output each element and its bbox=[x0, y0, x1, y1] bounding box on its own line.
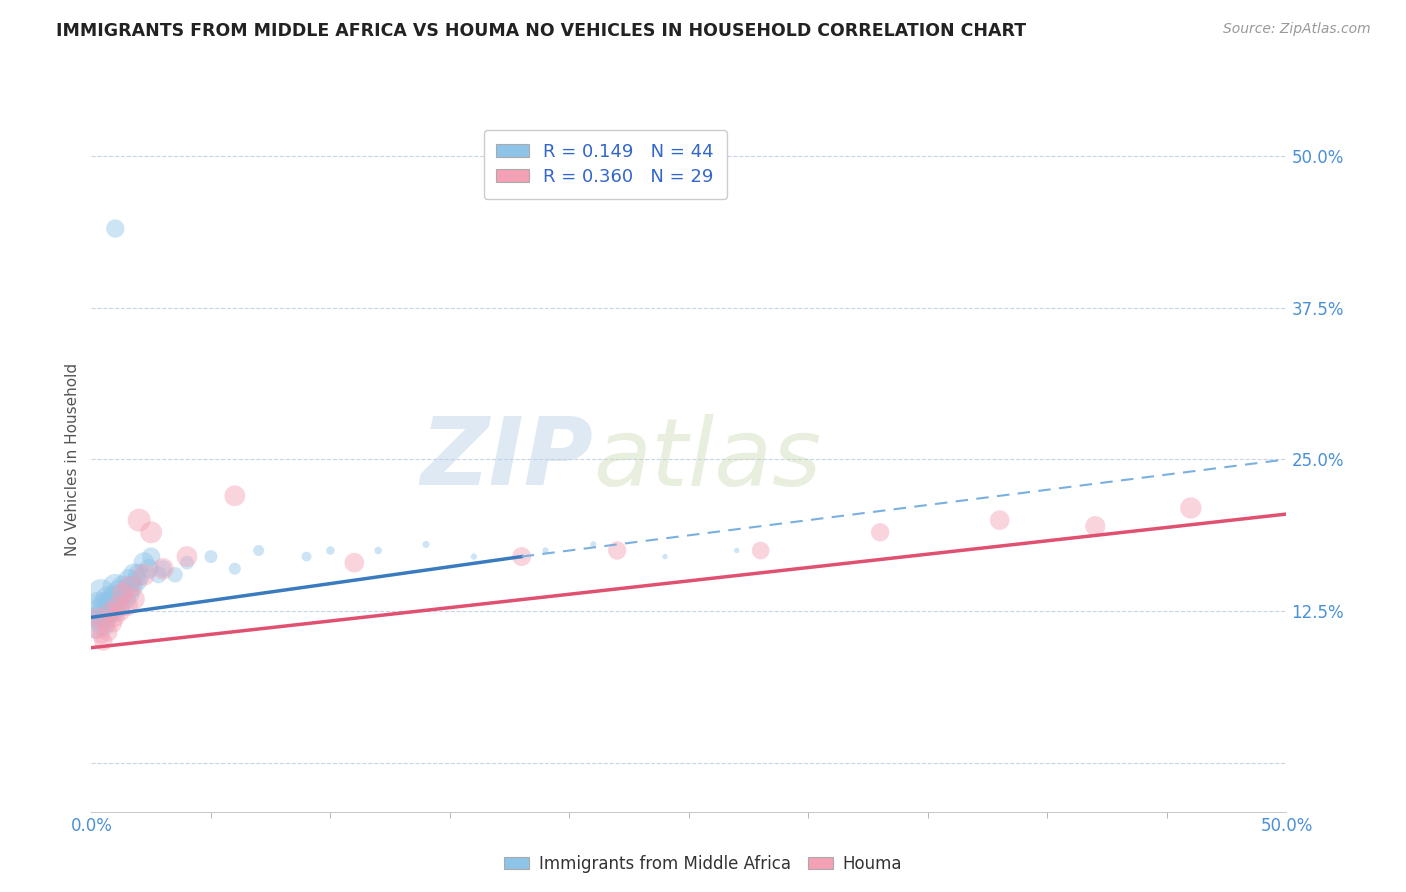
Point bbox=[463, 549, 485, 564]
Point bbox=[124, 567, 146, 582]
Point bbox=[97, 604, 120, 618]
Point bbox=[104, 221, 127, 235]
Point bbox=[224, 562, 246, 576]
Point bbox=[87, 598, 110, 612]
Point bbox=[606, 543, 628, 558]
Point bbox=[1180, 500, 1202, 515]
Point bbox=[128, 513, 150, 527]
Point bbox=[176, 556, 198, 570]
Point bbox=[100, 598, 122, 612]
Point bbox=[152, 562, 174, 576]
Point bbox=[108, 604, 131, 618]
Point bbox=[247, 543, 270, 558]
Point bbox=[654, 549, 676, 564]
Point bbox=[93, 634, 114, 648]
Point bbox=[343, 556, 366, 570]
Point bbox=[725, 543, 748, 558]
Point bbox=[97, 624, 120, 639]
Point bbox=[141, 549, 162, 564]
Point bbox=[118, 580, 141, 594]
Text: ZIP: ZIP bbox=[420, 413, 593, 506]
Point bbox=[152, 562, 174, 576]
Point bbox=[111, 580, 134, 594]
Point bbox=[319, 543, 342, 558]
Point bbox=[115, 586, 138, 600]
Point bbox=[104, 610, 127, 624]
Point bbox=[176, 549, 198, 564]
Text: Source: ZipAtlas.com: Source: ZipAtlas.com bbox=[1223, 22, 1371, 37]
Point bbox=[582, 537, 605, 551]
Text: IMMIGRANTS FROM MIDDLE AFRICA VS HOUMA NO VEHICLES IN HOUSEHOLD CORRELATION CHAR: IMMIGRANTS FROM MIDDLE AFRICA VS HOUMA N… bbox=[56, 22, 1026, 40]
Point bbox=[114, 592, 136, 607]
Point bbox=[121, 580, 143, 594]
Point bbox=[97, 592, 120, 607]
Point bbox=[124, 592, 146, 607]
Point bbox=[510, 549, 533, 564]
Text: atlas: atlas bbox=[593, 414, 821, 505]
Point bbox=[104, 580, 127, 594]
Point bbox=[1084, 519, 1107, 533]
Point bbox=[84, 616, 107, 631]
Point bbox=[107, 598, 129, 612]
Point bbox=[163, 567, 186, 582]
Point bbox=[93, 616, 114, 631]
Point bbox=[148, 567, 170, 582]
Point bbox=[101, 616, 124, 631]
Legend: R = 0.149   N = 44, R = 0.360   N = 29: R = 0.149 N = 44, R = 0.360 N = 29 bbox=[484, 130, 727, 199]
Point bbox=[132, 556, 155, 570]
Point bbox=[87, 610, 110, 624]
Point bbox=[295, 549, 318, 564]
Point bbox=[84, 623, 107, 637]
Point bbox=[138, 562, 160, 576]
Point bbox=[200, 549, 222, 564]
Point bbox=[94, 616, 117, 631]
Point bbox=[115, 598, 138, 612]
Point bbox=[104, 592, 127, 607]
Point bbox=[87, 610, 110, 624]
Point bbox=[125, 574, 148, 588]
Point bbox=[111, 586, 134, 600]
Legend: Immigrants from Middle Africa, Houma: Immigrants from Middle Africa, Houma bbox=[498, 848, 908, 880]
Point bbox=[108, 586, 131, 600]
Point bbox=[93, 604, 114, 618]
Point bbox=[101, 604, 124, 618]
Point bbox=[132, 567, 155, 582]
Point bbox=[128, 567, 150, 582]
Point bbox=[367, 543, 389, 558]
Point bbox=[94, 598, 117, 612]
Point bbox=[224, 489, 246, 503]
Point bbox=[988, 513, 1011, 527]
Point bbox=[415, 537, 437, 551]
Point bbox=[749, 543, 772, 558]
Point bbox=[869, 525, 891, 540]
Y-axis label: No Vehicles in Household: No Vehicles in Household bbox=[65, 363, 80, 556]
Point bbox=[107, 598, 129, 612]
Point bbox=[141, 525, 162, 540]
Point bbox=[100, 604, 122, 618]
Point bbox=[118, 574, 141, 588]
Point bbox=[534, 543, 557, 558]
Point bbox=[90, 628, 112, 642]
Point bbox=[94, 610, 117, 624]
Point bbox=[90, 586, 112, 600]
